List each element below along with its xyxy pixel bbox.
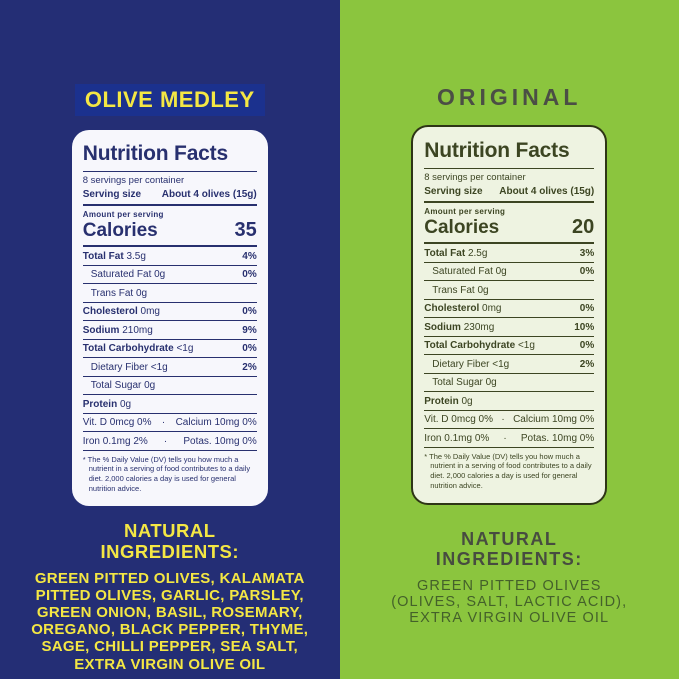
nutrient-row-trans-fat: Trans Fat 0g xyxy=(82,284,257,303)
calories-value: 20 xyxy=(572,216,595,238)
serving-size-value: About 4 olives (15g) xyxy=(161,189,257,200)
amount-per-serving-label: Amount per serving xyxy=(424,207,506,216)
calories-row: Calories 20 xyxy=(424,216,595,244)
micronutrient-row: Vit. D 0mcg 0% · Calcium 10mg 0% xyxy=(424,411,595,429)
micronutrient-row: Iron 0.1mg 2% · Potas. 10mg 0% xyxy=(82,432,257,451)
calories-label: Calories xyxy=(424,217,500,238)
ingredients-text: GREEN PITTED OLIVES, KALAMATA PITTED OLI… xyxy=(31,570,308,673)
product-title-olive-medley: OLIVE MEDLEY xyxy=(74,84,265,116)
ingredients-line: EXTRA VIRGIN OLIVE OIL xyxy=(409,610,610,627)
nutrient-row-trans-fat: Trans Fat 0g xyxy=(424,281,595,300)
nutrient-row-sodium: Sodium 210mg 9% xyxy=(82,321,257,340)
ingredients-line: GREEN PITTED OLIVES xyxy=(417,577,602,594)
nutrition-facts-title: Nutrition Facts xyxy=(82,142,257,172)
nutrition-facts-panel-olive-medley: Nutrition Facts 8 servings per container… xyxy=(71,130,268,506)
micronutrient-row: Vit. D 0mcg 0% · Calcium 10mg 0% xyxy=(82,414,257,432)
ingredients-line: EXTRA VIRGIN OLIVE OIL xyxy=(74,655,266,673)
nutrient-row-saturated-fat: Saturated Fat 0g 0% xyxy=(82,266,257,284)
nutrition-facts-panel-original: Nutrition Facts 8 servings per container… xyxy=(411,125,608,505)
nutrient-rows: Total Fat 3.5g 4% Saturated Fat 0g 0% Trans … xyxy=(82,247,257,414)
nutrient-row-cholesterol: Cholesterol 0mg 0% xyxy=(424,300,595,318)
product-title-original: ORIGINAL xyxy=(437,84,581,111)
serving-size-label: Serving size xyxy=(424,186,483,197)
servings-per-container: 8 servings per container xyxy=(424,172,526,183)
nutrient-row-total-carbohydrate: Total Carbohydrate <1g 0% xyxy=(82,340,257,358)
original-column: ORIGINAL Nutrition Facts 8 servings per … xyxy=(339,0,679,679)
ingredients-heading: NATURAL INGREDIENTS: xyxy=(435,528,583,570)
calories-row: Calories 35 xyxy=(82,219,257,247)
nutrient-row-sodium: Sodium 230mg 10% xyxy=(424,318,595,337)
ingredients-line: SAGE, CHILLI PEPPER, SEA SALT, xyxy=(41,638,299,656)
ingredients-line: PITTED OLIVES, GARLIC, PARSLEY, xyxy=(35,587,304,605)
product-title-text: OLIVE MEDLEY xyxy=(74,84,265,116)
nutrient-row-total-carbohydrate: Total Carbohydrate <1g 0% xyxy=(424,337,595,355)
nutrient-row-protein: Protein 0g xyxy=(82,395,257,414)
serving-size-value: About 4 olives (15g) xyxy=(499,186,595,197)
servings-per-container: 8 servings per container xyxy=(82,175,185,186)
micronutrient-rows: Vit. D 0mcg 0% · Calcium 10mg 0% Iron 0.1mg… xyxy=(82,414,257,451)
ingredients-text: GREEN PITTED OLIVES (OLIVES, SALT, LACTI… xyxy=(391,578,627,627)
ingredients-line: OREGANO, BLACK PEPPER, THYME, xyxy=(31,621,309,639)
nutrition-facts-title: Nutrition Facts xyxy=(424,139,595,169)
nutrient-rows: Total Fat 2.5g 3% Saturated Fat 0g 0% Trans … xyxy=(424,244,595,411)
nutrient-row-dietary-fiber: Dietary Fiber <1g 2% xyxy=(82,358,257,377)
nutrient-row-saturated-fat: Saturated Fat 0g 0% xyxy=(424,263,595,281)
nutrient-row-dietary-fiber: Dietary Fiber <1g 2% xyxy=(424,355,595,374)
ingredients-line: (OLIVES, SALT, LACTIC ACID), xyxy=(391,594,628,611)
ingredients-heading: NATURAL INGREDIENTS: xyxy=(100,519,240,562)
micronutrient-rows: Vit. D 0mcg 0% · Calcium 10mg 0% Iron 0.1mg… xyxy=(424,411,595,448)
ingredients-line: GREEN PITTED OLIVES, KALAMATA xyxy=(34,570,305,588)
nutrient-row-total-sugar: Total Sugar 0g xyxy=(424,374,595,392)
nutrient-row-total-fat: Total Fat 2.5g 3% xyxy=(424,244,595,263)
serving-size-label: Serving size xyxy=(82,189,142,200)
amount-per-serving-label: Amount per serving xyxy=(82,210,164,219)
nutrient-row-protein: Protein 0g xyxy=(424,392,595,411)
serving-size-row: Serving size About 4 olives (15g) xyxy=(424,184,595,203)
serving-size-row: Serving size About 4 olives (15g) xyxy=(82,187,257,206)
calories-label: Calories xyxy=(82,220,158,241)
nutrient-row-cholesterol: Cholesterol 0mg 0% xyxy=(82,303,257,321)
ingredients-line: GREEN ONION, BASIL, ROSEMARY, xyxy=(36,604,303,622)
daily-value-footnote: * The % Daily Value (DV) tells you how m… xyxy=(424,451,592,490)
daily-value-footnote: * The % Daily Value (DV) tells you how m… xyxy=(82,454,251,493)
micronutrient-row: Iron 0.1mg 0% · Potas. 10mg 0% xyxy=(424,429,595,448)
nutrient-row-total-sugar: Total Sugar 0g xyxy=(82,377,257,395)
calories-value: 35 xyxy=(234,219,257,241)
olive-medley-column: OLIVE MEDLEY Nutrition Facts 8 servings … xyxy=(0,0,340,679)
nutrient-row-total-fat: Total Fat 3.5g 4% xyxy=(82,247,257,266)
product-title-text: ORIGINAL xyxy=(437,84,582,110)
